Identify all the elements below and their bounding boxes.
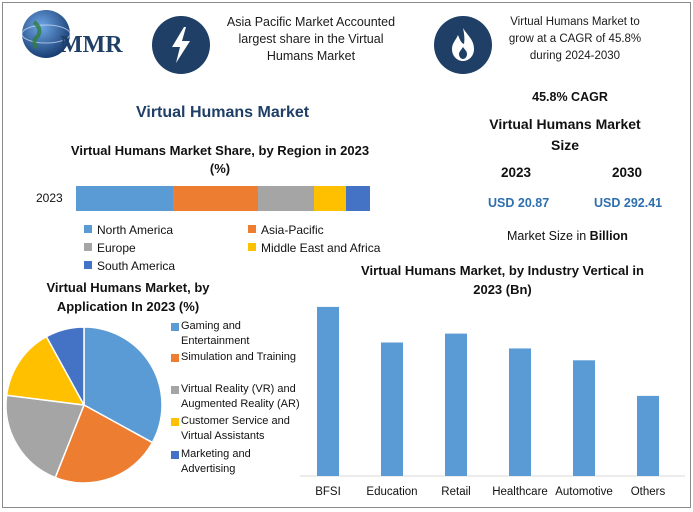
pie-slice xyxy=(83,326,163,444)
value-2023: USD 20.87 xyxy=(488,196,550,210)
x-tick-label: Retail xyxy=(441,486,471,498)
region-legend-item: Asia-Pacific xyxy=(248,223,324,237)
legend-label: South America xyxy=(97,259,176,273)
industry-bar xyxy=(573,360,595,476)
legend-label: Augmented Reality (AR) xyxy=(181,398,300,410)
market-size-unit-prefix: Market Size in xyxy=(507,229,590,243)
legend-swatch xyxy=(171,354,179,362)
region-legend-item: North America xyxy=(84,223,173,237)
year-2030-label: 2030 xyxy=(612,165,643,180)
industry-bar xyxy=(381,342,403,476)
industry-bar xyxy=(317,306,339,476)
x-tick-label: Education xyxy=(366,486,418,498)
region-legend-item: South America xyxy=(84,259,175,273)
legend-swatch xyxy=(84,225,92,233)
legend-label: Virtual Reality (VR) and xyxy=(181,383,296,395)
cagr-label: 45.8% CAGR xyxy=(532,90,608,104)
legend-label: Customer Service and xyxy=(181,415,290,427)
x-tick-label: BFSI xyxy=(315,486,341,498)
region-legend-item: Middle East and Africa xyxy=(248,241,380,255)
legend-swatch xyxy=(248,243,256,251)
legend-label: Middle East and Africa xyxy=(261,241,381,255)
x-tick-label: Healthcare xyxy=(492,486,548,498)
market-size-title: Virtual Humans Market Size xyxy=(489,116,641,153)
x-tick-label: Others xyxy=(630,486,666,498)
application-chart-title: Virtual Humans Market, by Application In… xyxy=(46,280,210,314)
industry-chart-title: Virtual Humans Market, by Industry Verti… xyxy=(361,263,644,297)
application-legend-item: Marketing and Advertising xyxy=(171,447,251,477)
region-bar-segment xyxy=(346,186,370,211)
application-legend-item: Virtual Reality (VR) and Augmented Realit… xyxy=(171,382,300,412)
application-legend-item: Simulation and Training xyxy=(171,350,296,365)
region-stacked-bar xyxy=(76,186,370,211)
year-2023-label: 2023 xyxy=(501,165,532,180)
legend-swatch xyxy=(84,261,92,269)
header-box-1: Asia Pacific Market Accounted largest sh… xyxy=(226,15,396,63)
logo-text: MMR xyxy=(60,32,123,58)
value-2030: USD 292.41 xyxy=(594,196,663,210)
flame-icon xyxy=(434,16,492,74)
lightning-icon xyxy=(152,16,210,74)
legend-swatch xyxy=(84,243,92,251)
globe-icon xyxy=(21,10,71,58)
industry-bar-chart xyxy=(300,306,685,477)
region-bar-segment xyxy=(76,186,174,211)
pie-slice xyxy=(54,403,154,484)
legend-swatch xyxy=(171,386,179,394)
application-pie-chart xyxy=(5,326,163,484)
legend-label: Virtual Assistants xyxy=(181,430,265,442)
market-size-unit-bold: Billion xyxy=(589,229,628,243)
legend-swatch xyxy=(171,418,179,426)
pie-slice xyxy=(5,394,86,479)
region-bar-segment xyxy=(314,186,347,211)
pie-slice xyxy=(45,326,85,406)
region-bar-segment xyxy=(173,186,259,211)
legend-label: Entertainment xyxy=(181,335,250,347)
legend-swatch xyxy=(171,323,179,331)
legend-swatch xyxy=(248,225,256,233)
legend-label: Advertising xyxy=(181,463,236,475)
market-size-unit: Market Size in Billion xyxy=(507,229,628,243)
legend-swatch xyxy=(171,451,179,459)
logo: MMR xyxy=(12,8,142,60)
industry-bar xyxy=(637,395,659,476)
legend-label: Asia-Pacific xyxy=(261,223,324,237)
legend-label: Simulation and Training xyxy=(181,351,296,363)
x-tick-label: Automotive xyxy=(555,486,613,498)
legend-label: Gaming and xyxy=(181,320,241,332)
application-legend-item: Gaming and Entertainment xyxy=(171,319,250,349)
region-chart-category: 2023 xyxy=(36,191,63,205)
region-chart-title: Virtual Humans Market Share, by Region i… xyxy=(70,143,370,176)
pie-slice xyxy=(5,335,86,406)
region-bar-segment xyxy=(258,186,315,211)
legend-label: Europe xyxy=(97,241,136,255)
legend-label: Marketing and xyxy=(181,448,251,460)
main-title: Virtual Humans Market xyxy=(136,104,310,121)
application-legend-item: Customer Service and Virtual Assistants xyxy=(171,414,290,444)
header-box-2: Virtual Humans Market to grow at a CAGR … xyxy=(508,16,642,62)
industry-bar xyxy=(445,333,467,476)
legend-label: North America xyxy=(97,223,174,237)
industry-bar xyxy=(509,348,531,476)
region-legend-item: Europe xyxy=(84,241,136,255)
